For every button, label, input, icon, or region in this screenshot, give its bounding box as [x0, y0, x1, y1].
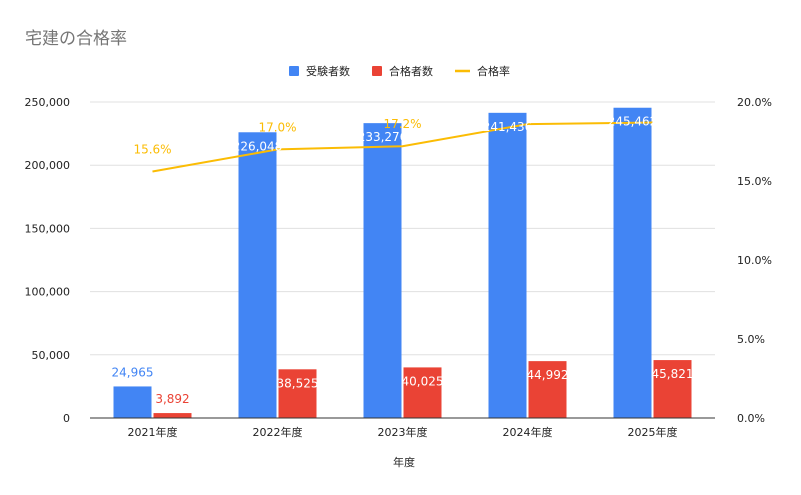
data-label-applicants: 226,048 — [233, 139, 283, 153]
bar-passers — [653, 360, 692, 418]
bar-passers — [278, 369, 317, 418]
bar-applicants — [488, 112, 527, 419]
legend-label-passers: 合格者数 — [389, 64, 433, 78]
y-tick-label-left: 200,000 — [25, 159, 71, 172]
bars — [113, 107, 692, 419]
y-axis-right: 0.0% 5.0% 10.0% 15.0% 20.0% — [737, 96, 772, 425]
y-tick-label-right: 10.0% — [737, 254, 772, 267]
data-label-rate: 15.6% — [133, 143, 171, 157]
legend-label-applicants: 受験者数 — [306, 64, 350, 78]
rate-line — [152, 121, 653, 173]
y-tick-label-left: 50,000 — [32, 349, 71, 362]
y-tick-label-left: 150,000 — [25, 222, 71, 235]
data-label-passers: 3,892 — [155, 392, 189, 406]
y-tick-label-right: 15.0% — [737, 175, 772, 188]
x-axis-title: 年度 — [393, 455, 415, 469]
data-label-applicants: 241,436 — [483, 120, 533, 134]
gridlines — [90, 101, 715, 356]
bar-applicants — [363, 123, 402, 419]
data-label-applicants: 233,276 — [358, 130, 408, 144]
data-label-rate: 17.2% — [383, 117, 421, 131]
data-label-passers: 44,992 — [527, 368, 569, 382]
x-tick-label: 2021年度 — [128, 425, 178, 439]
bar-passers — [403, 367, 442, 418]
y-tick-label-right: 5.0% — [737, 333, 765, 346]
data-label-passers: 40,025 — [402, 374, 444, 388]
bar-applicants — [238, 132, 277, 418]
legend-swatch-passers — [372, 66, 382, 76]
y-tick-label-left: 100,000 — [25, 286, 71, 299]
data-label-passers: 45,821 — [652, 367, 694, 381]
bar-passers — [528, 361, 567, 418]
x-tick-label: 2022年度 — [253, 425, 303, 439]
data-labels: 24,965 226,048 233,276 241,436 245,462 3,892 3… — [112, 115, 694, 406]
legend: 受験者数 合格者数 合格率 — [289, 64, 510, 78]
x-tick-label: 2023年度 — [378, 425, 428, 439]
bar-applicants — [113, 386, 152, 418]
bar-applicants — [613, 107, 652, 419]
legend-label-rate: 合格率 — [477, 64, 510, 78]
data-label-rate: 17.0% — [258, 120, 296, 134]
y-tick-label-right: 0.0% — [737, 412, 765, 425]
x-tick-label: 2025年度 — [628, 425, 678, 439]
x-tick-label: 2024年度 — [503, 425, 553, 439]
y-axis-left: 0 50,000 100,000 150,000 200,000 250,000 — [25, 96, 71, 425]
y-tick-label-left: 250,000 — [25, 96, 71, 109]
x-axis: 2021年度 2022年度 2023年度 2024年度 2025年度 — [128, 425, 678, 439]
data-label-applicants: 245,462 — [608, 115, 658, 129]
bar-passers — [153, 413, 192, 418]
data-label-applicants: 24,965 — [112, 365, 154, 379]
y-tick-label-left: 0 — [63, 412, 70, 425]
data-label-passers: 38,525 — [277, 376, 319, 390]
chart-title: 宅建の合格率 — [25, 29, 127, 49]
legend-swatch-applicants — [289, 66, 299, 76]
y-tick-label-right: 20.0% — [737, 96, 772, 109]
